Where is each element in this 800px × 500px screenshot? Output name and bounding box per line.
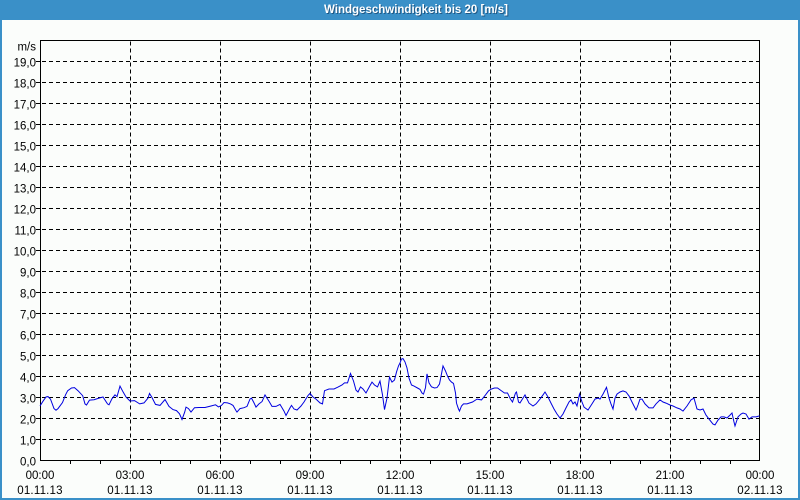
svg-text:01.11.13: 01.11.13 xyxy=(647,485,693,497)
svg-text:3,0: 3,0 xyxy=(20,394,36,406)
svg-text:Windgeschwindigkeit bis 20 [m/: Windgeschwindigkeit bis 20 [m/s] xyxy=(325,5,509,17)
svg-text:15:00: 15:00 xyxy=(476,470,505,482)
svg-text:0,0: 0,0 xyxy=(20,457,36,469)
svg-text:12,0: 12,0 xyxy=(14,205,36,217)
svg-text:18:00: 18:00 xyxy=(566,470,595,482)
svg-text:03:00: 03:00 xyxy=(116,470,145,482)
svg-text:Windgeschwindigkeit bis 20 [m/: Windgeschwindigkeit bis 20 [m/s] xyxy=(324,4,508,16)
svg-text:9,0: 9,0 xyxy=(20,268,36,280)
svg-text:21:00: 21:00 xyxy=(656,470,685,482)
svg-text:06:00: 06:00 xyxy=(206,470,235,482)
svg-text:01.11.13: 01.11.13 xyxy=(467,485,513,497)
svg-text:6,0: 6,0 xyxy=(20,331,36,343)
svg-text:18,0: 18,0 xyxy=(14,79,36,91)
svg-text:4,0: 4,0 xyxy=(20,373,36,385)
svg-text:16,0: 16,0 xyxy=(14,121,36,133)
svg-text:11,0: 11,0 xyxy=(14,226,36,238)
svg-text:01.11.13: 01.11.13 xyxy=(377,485,423,497)
svg-text:01.11.13: 01.11.13 xyxy=(107,485,153,497)
svg-text:00:00: 00:00 xyxy=(26,470,55,482)
svg-text:2,0: 2,0 xyxy=(20,415,36,427)
svg-text:01.11.13: 01.11.13 xyxy=(557,485,603,497)
svg-text:10,0: 10,0 xyxy=(14,247,36,259)
svg-text:8,0: 8,0 xyxy=(20,289,36,301)
svg-text:00:00: 00:00 xyxy=(746,470,775,482)
svg-text:01.11.13: 01.11.13 xyxy=(287,485,333,497)
svg-text:13,0: 13,0 xyxy=(14,184,36,196)
svg-text:1,0: 1,0 xyxy=(20,436,36,448)
svg-text:02.11.13: 02.11.13 xyxy=(737,485,783,497)
svg-text:17,0: 17,0 xyxy=(14,100,36,112)
svg-text:12:00: 12:00 xyxy=(386,470,415,482)
svg-text:14,0: 14,0 xyxy=(14,163,36,175)
svg-text:01.11.13: 01.11.13 xyxy=(17,485,63,497)
svg-text:01.11.13: 01.11.13 xyxy=(197,485,243,497)
svg-text:5,0: 5,0 xyxy=(20,352,36,364)
svg-text:19,0: 19,0 xyxy=(14,58,36,70)
svg-text:09:00: 09:00 xyxy=(296,470,325,482)
svg-text:15,0: 15,0 xyxy=(14,142,36,154)
svg-text:7,0: 7,0 xyxy=(20,310,36,322)
svg-text:m/s: m/s xyxy=(17,42,36,54)
